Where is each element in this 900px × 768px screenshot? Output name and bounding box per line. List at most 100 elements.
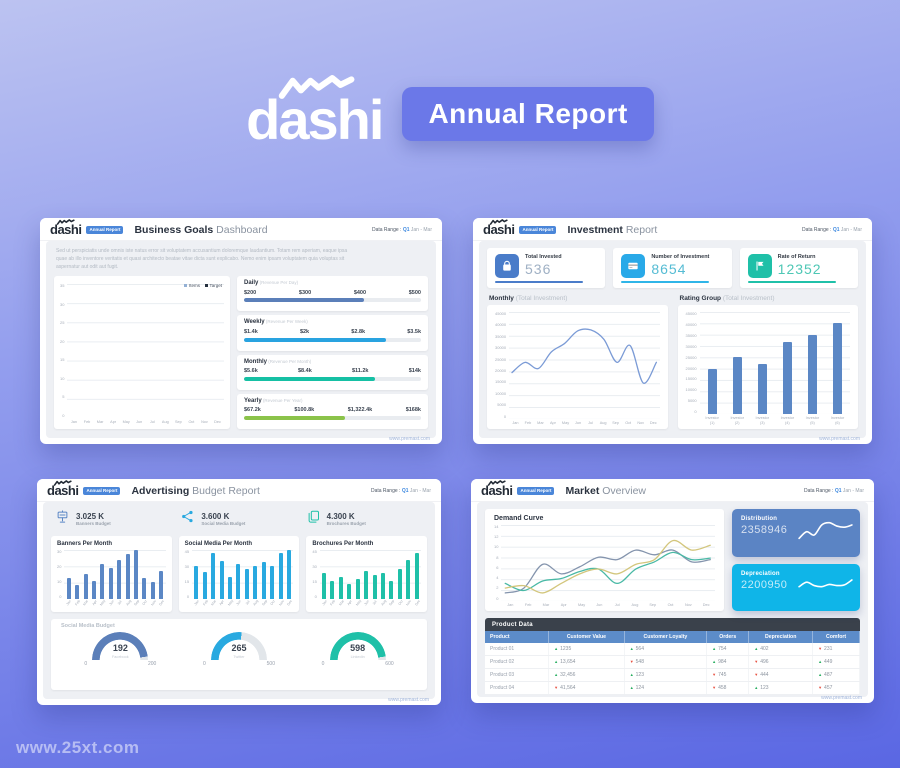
page-watermark: www.25xt.com (16, 738, 140, 757)
data-range-period: Jan - Mar (409, 487, 431, 494)
tick-value: $2.8k (351, 329, 366, 336)
card-body: Total Invested 536 Number of Investment 865… (479, 241, 866, 438)
y-tick: 20 (57, 564, 62, 569)
x-label: Aug (599, 420, 607, 425)
up-arrow-icon: ▲ (754, 685, 759, 691)
monthly-investment-block: Monthly (Total Investment) 45000 40000 350… (487, 295, 668, 429)
cell-value: 231 (824, 646, 833, 652)
y-tick: 10000 (495, 390, 507, 396)
x-axis-labels: Investor (1) Investor (2) Investor (3) Investo… (700, 416, 850, 425)
advertising-stats: 3.025 K Banners Budget 3.600 K Social Media… (55, 509, 423, 529)
bar (202, 571, 207, 599)
value-cell: ▲ 487 (812, 668, 860, 682)
value-cell: ▼ 496 (748, 655, 814, 669)
plot-area (798, 571, 853, 599)
tick-value: $1.4k (244, 329, 258, 336)
legend-swatch (204, 284, 208, 288)
plot-area (319, 550, 422, 599)
value-cell: ▲ 123 (748, 681, 814, 695)
card-brand-logo: dashi (50, 219, 82, 236)
value-cell: ▲ 402 (748, 643, 814, 656)
bar (807, 334, 817, 415)
stat-value: 8654 (651, 261, 687, 278)
investment-charts-row: Monthly (Total Investment) 45000 40000 350… (487, 295, 858, 429)
brand-text: dashi (481, 483, 513, 498)
brand-badge: Annual Report (83, 486, 121, 495)
x-label: Apr (550, 420, 556, 425)
progress-track (244, 337, 421, 342)
stat-underline (495, 281, 583, 283)
line-chart (795, 516, 853, 546)
x-label: May (561, 420, 570, 425)
x-axis-labels: Jan Feb Mar Apr May Jun Jul Aug Sep Oct Nov Dec (67, 420, 224, 424)
down-arrow-icon: ▼ (629, 659, 634, 665)
gauge-min: 0 (84, 661, 88, 667)
cell-value: 487 (824, 672, 833, 678)
bar (832, 323, 842, 415)
ad-stat: 3.600 K Social Media Budget (180, 509, 297, 529)
y-tick: 0 (496, 595, 499, 601)
product-data-table: Product Data Product Customer Value Custome… (485, 618, 860, 695)
up-arrow-icon: ▲ (712, 646, 717, 652)
cell-value: 444 (760, 672, 769, 678)
data-range: Data Range : Q1 Jan - Mar (802, 227, 862, 233)
monthly-investment-line-chart: 45000 40000 35000 30000 25000 20000 15000 10000… (487, 305, 668, 429)
y-axis-labels: 45 30 15 0 (185, 550, 189, 599)
gauge: 192 Facebook 0 200 (77, 632, 163, 667)
bars (192, 550, 293, 599)
bar (782, 341, 792, 415)
ad-stat-text: 3.025 K Banners Budget (76, 512, 111, 527)
table-body: Product 01 ▲ 1235 ▲ 564 ▲ 754 ▲ 402 ▼ 231 Product 0… (485, 643, 860, 695)
tick-value: $500 (408, 289, 421, 296)
bar (211, 553, 216, 599)
y-tick: 20000 (495, 367, 507, 373)
card-body: 3.025 K Banners Budget 3.600 K Social Media… (43, 502, 435, 699)
distribution-card: Distribution 2358946 (732, 509, 860, 557)
y-tick: 40000 (495, 322, 507, 328)
bar-chart: 35 30 25 20 15 10 5 0 Items Target Jan Feb Mar Apr May… (60, 283, 224, 424)
progress-ticks: $1.4k $2k $2.8k $3.5k (244, 329, 421, 335)
x-label: Dec (158, 599, 166, 607)
chart-title: Banners Per Month (57, 541, 113, 547)
data-range-label: Data Range : (803, 487, 834, 494)
gauge-value: 598 (350, 643, 366, 653)
bar (278, 553, 283, 599)
gauge-range: 0 500 (203, 661, 275, 667)
gauge-value: 265 (231, 643, 247, 653)
up-arrow-icon: ▲ (712, 659, 717, 665)
depreciation-card: Depreciation 2200950 (732, 563, 860, 611)
bar (91, 580, 96, 599)
advertising-charts-row: Banners Per Month 30 20 10 0 Jan Feb Mar Apr May… (51, 536, 428, 612)
cell-value: 745 (718, 672, 727, 678)
tick-value: $8.4k (297, 368, 312, 375)
y-tick: 10 (60, 375, 65, 381)
stat-label: Total Invested (525, 254, 562, 261)
y-tick: 30 (312, 564, 317, 569)
x-label: Jan (507, 602, 514, 607)
gauges-panel: Social Media Budget 192 Facebook 0 200 265 Tw… (51, 619, 427, 690)
progress-title-bold: Daily (244, 280, 259, 287)
chart-title-light: (Total Investment) (722, 295, 775, 302)
legend-swatch (184, 284, 188, 288)
value-cell: ▼ 444 (748, 668, 814, 682)
progress-title: Monthly (Revenue Per Month) (244, 359, 421, 366)
card-title: Market Overview (565, 485, 646, 497)
business-goals-card: dashi Annual Report Business Goals Dashb… (40, 218, 442, 444)
tick-value: $100.8k (294, 407, 315, 414)
product-cell: Product 02 (485, 655, 550, 669)
bar (244, 568, 249, 599)
y-tick: 5 (62, 394, 65, 400)
y-axis-labels: 30 20 10 0 (57, 550, 61, 599)
value-cell: ▼ 231 (812, 643, 860, 656)
x-label: Dec (286, 599, 294, 607)
down-arrow-icon: ▼ (818, 685, 823, 691)
x-label: Investor (3) (755, 416, 770, 425)
gauge: 265 Twitter 0 500 (196, 632, 282, 667)
column-header: Comfort (812, 631, 860, 643)
value-cell: ▲ 754 (706, 643, 750, 656)
y-tick: 45000 (495, 311, 507, 316)
x-label: Feb (83, 419, 91, 424)
legend-label: Target (209, 283, 222, 289)
y-tick: 10 (494, 544, 499, 550)
value-cell: ▲ 449 (812, 655, 860, 669)
